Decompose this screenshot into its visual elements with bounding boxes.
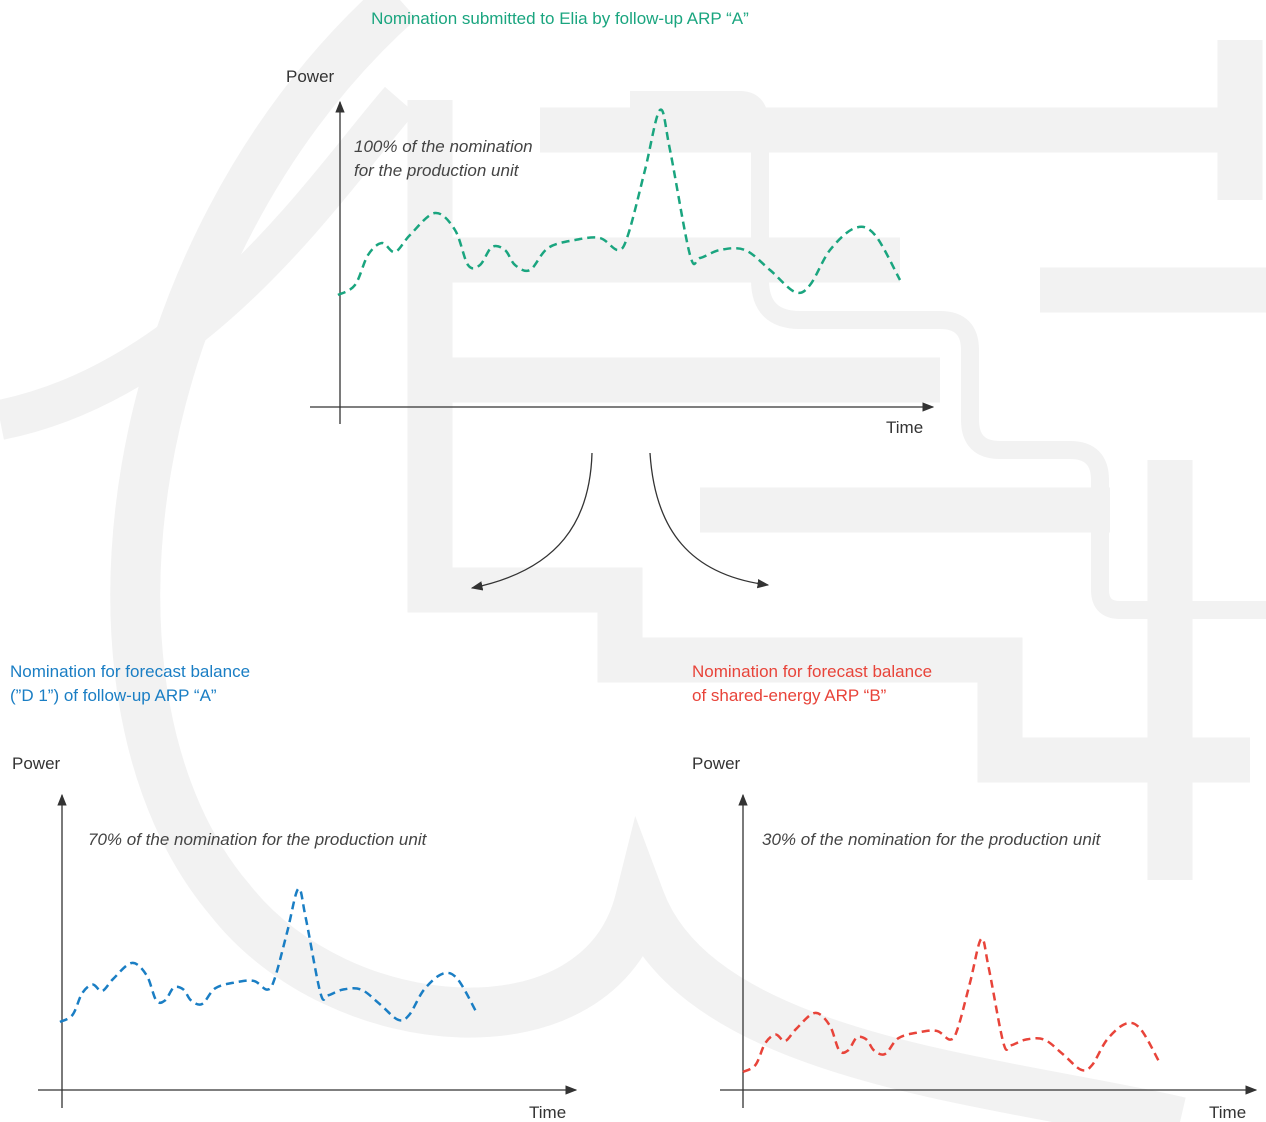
note: 70% of the nomination for the production… — [88, 830, 428, 849]
y-axis-label: Power — [12, 754, 61, 773]
x-axis-label: Time — [529, 1103, 566, 1122]
x-axis-label: Time — [886, 418, 923, 437]
y-axis-label: Power — [692, 754, 741, 773]
note: for the production unit — [354, 161, 520, 180]
y-axis-label: Power — [286, 67, 335, 86]
watermark — [0, 0, 1266, 1122]
panel-title: (”D 1”) of follow-up ARP “A” — [10, 686, 217, 705]
note: 30% of the nomination for the production… — [762, 830, 1102, 849]
x-axis-label: Time — [1209, 1103, 1246, 1122]
watermark-maze — [430, 100, 1250, 760]
diagram: Nomination submitted to Elia by follow-u… — [0, 0, 1266, 1122]
panel-title: Nomination for forecast balance — [10, 662, 250, 681]
watermark-curve — [135, 0, 1180, 1122]
note: 100% of the nomination — [354, 137, 533, 156]
panel-title: of shared-energy ARP “B” — [692, 686, 887, 705]
page: Nomination submitted to Elia by follow-u… — [0, 0, 1266, 1122]
panel-title: Nomination submitted to Elia by follow-u… — [371, 9, 749, 28]
panel-title: Nomination for forecast balance — [692, 662, 932, 681]
